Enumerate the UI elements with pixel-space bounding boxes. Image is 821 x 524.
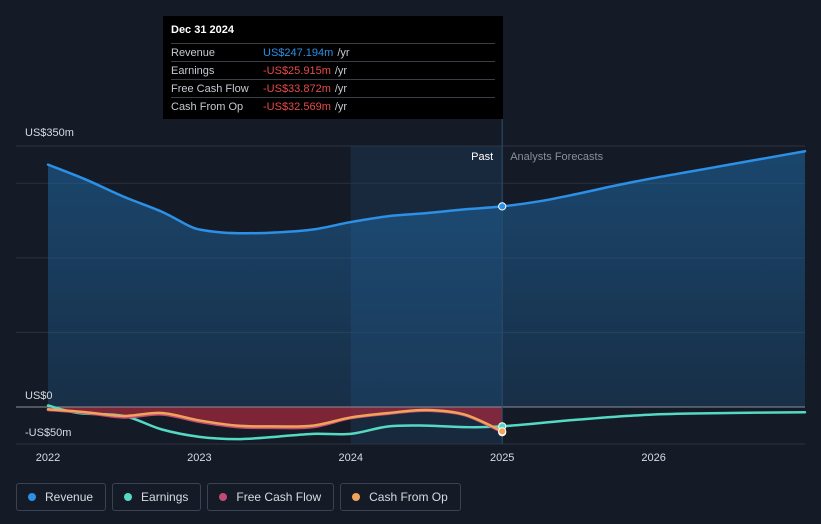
x-axis-label: 2022: [36, 452, 60, 464]
tooltip-row-unit: /yr: [334, 82, 348, 95]
tooltip-row-unit: /yr: [334, 100, 348, 113]
revenue-marker: [498, 202, 507, 211]
legend-label: Cash From Op: [369, 490, 448, 504]
legend-label: Revenue: [45, 490, 94, 504]
tooltip-row: Revenue US$247.194m/yr: [171, 43, 495, 61]
tooltip-row-label: Earnings: [171, 64, 215, 77]
legend-item-free-cash-flow[interactable]: Free Cash Flow: [207, 483, 335, 511]
legend-label: Free Cash Flow: [236, 490, 322, 504]
tooltip-row: Cash From Op -US$32.569m/yr: [171, 97, 495, 115]
x-axis-label: 2024: [339, 452, 363, 464]
tooltip-row-label: Cash From Op: [171, 100, 244, 113]
forecast-label: Analysts Forecasts: [510, 151, 603, 163]
legend-item-earnings[interactable]: Earnings: [112, 483, 202, 511]
tooltip-row-value: US$247.194m: [263, 46, 334, 59]
revenue-area: [48, 151, 805, 407]
tooltip-row-value: -US$33.872m: [263, 82, 331, 95]
x-axis-label: 2023: [187, 452, 211, 464]
tooltip-row-value: -US$32.569m: [263, 100, 331, 113]
earnings-line: [46, 404, 807, 441]
legend-label: Earnings: [141, 490, 189, 504]
legend-item-revenue[interactable]: Revenue: [16, 483, 107, 511]
x-axis-label: 2026: [641, 452, 665, 464]
x-axis-label: 2025: [490, 452, 514, 464]
revenue-line: [46, 149, 807, 235]
tooltip-row-label: Revenue: [171, 46, 216, 59]
hover-markers: [498, 202, 507, 437]
tooltip-date: Dec 31 2024: [171, 24, 234, 36]
tooltip-row: Earnings -US$25.915m/yr: [171, 61, 495, 79]
y-axis-label: US$0: [25, 390, 53, 402]
chart-legend: Revenue Earnings Free Cash Flow Cash From O…: [16, 483, 461, 511]
y-axis-labels: US$350m US$0 -US$50m: [25, 127, 74, 439]
tooltip-row-label: Free Cash Flow: [171, 82, 249, 95]
legend-dot-icon: [219, 493, 228, 501]
x-axis-labels: 2022 2023 2024 2025 2026: [36, 452, 666, 464]
tooltip-row: Free Cash Flow -US$33.872m/yr: [171, 79, 495, 97]
series-lines: [46, 149, 807, 441]
legend-dot-icon: [352, 493, 361, 501]
tooltip-row-value: -US$25.915m: [263, 64, 331, 77]
legend-dot-icon: [28, 493, 36, 501]
cash-from-op-marker: [498, 427, 507, 436]
legend-dot-icon: [124, 493, 133, 501]
tooltip-row-unit: /yr: [334, 64, 348, 77]
y-axis-label: US$350m: [25, 127, 74, 139]
y-axis-label: -US$50m: [25, 427, 71, 439]
past-label: Past: [471, 151, 493, 163]
legend-item-cash-from-op[interactable]: Cash From Op: [340, 483, 461, 511]
tooltip-rows: Revenue US$247.194m/yr Earnings -US$25.915m…: [171, 43, 495, 115]
data-tooltip: Dec 31 2024 Revenue US$247.194m/yr Earning…: [163, 16, 503, 119]
cash-from-op-line: [46, 407, 504, 433]
tooltip-row-unit: /yr: [337, 46, 350, 59]
